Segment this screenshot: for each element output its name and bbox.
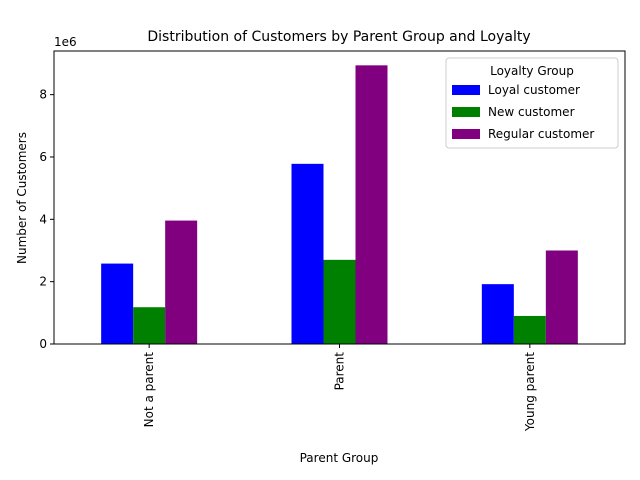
bar: [355, 65, 388, 345]
bar: [291, 163, 324, 344]
x-axis-label: Parent Group: [300, 451, 379, 465]
legend-swatch: [452, 129, 480, 139]
y-tick-label: 6: [39, 150, 47, 164]
legend-entry: New customer: [488, 105, 575, 119]
y-tick-label: 0: [39, 337, 47, 351]
bar: [323, 259, 356, 344]
legend-swatch: [452, 107, 480, 117]
x-tick-label: Young parent: [523, 352, 537, 432]
bar: [513, 315, 546, 344]
bar: [101, 263, 134, 344]
y-axis-label: Number of Customers: [15, 132, 29, 264]
legend: Loyalty Group Loyal customer New customer R…: [445, 57, 619, 149]
x-tick-label: Parent: [333, 352, 347, 391]
legend-swatch: [452, 85, 480, 95]
chart-title: Distribution of Customers by Parent Grou…: [147, 29, 530, 45]
legend-entry: Regular customer: [488, 127, 594, 141]
legend-title: Loyalty Group: [490, 64, 574, 78]
y-tick-label: 2: [39, 275, 47, 289]
plot-area: Not a parent Parent Young parent 0 2 4 6 8: [39, 50, 626, 432]
bar: [165, 220, 198, 344]
y-tick-label: 4: [39, 212, 47, 226]
y-offset-label: 1e6: [54, 35, 77, 49]
bar: [133, 307, 166, 344]
bar: [545, 250, 578, 344]
bar: [481, 284, 514, 344]
plot-frame: [53, 50, 626, 345]
x-tick-label: Not a parent: [142, 352, 156, 428]
legend-entry: Loyal customer: [488, 83, 580, 97]
legend-box: [445, 57, 619, 149]
y-tick-label: 8: [39, 88, 47, 102]
